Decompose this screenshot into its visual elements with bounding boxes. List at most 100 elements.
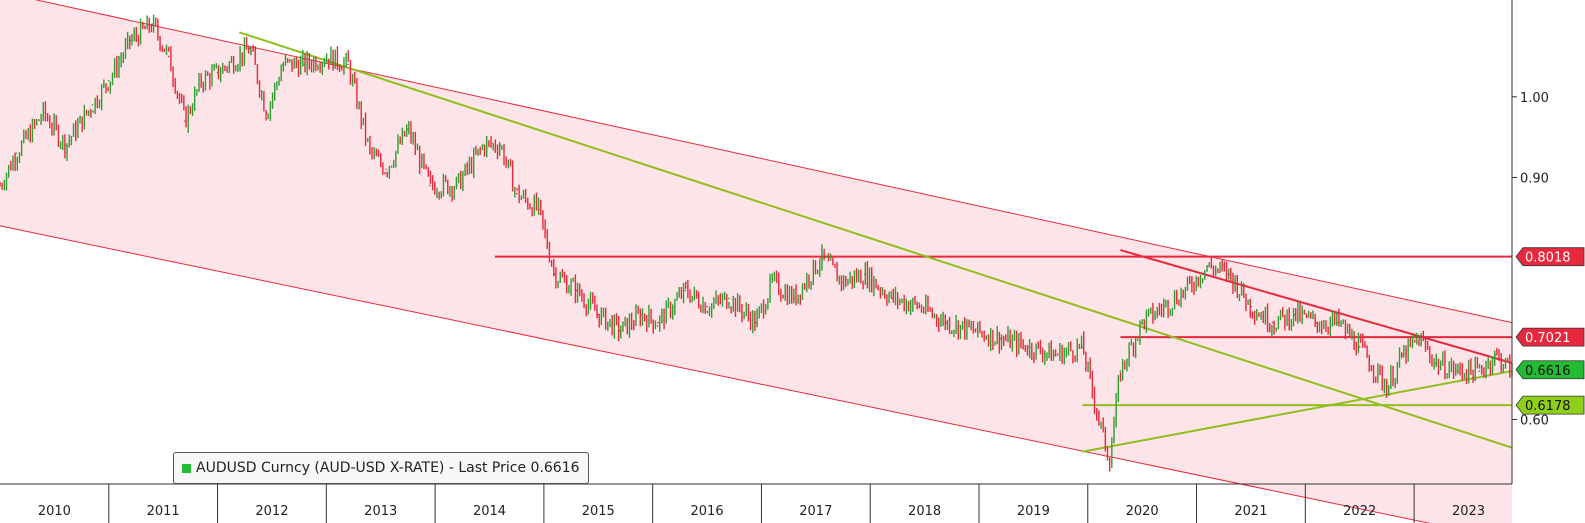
price-point (1271, 321, 1274, 324)
x-tick-label: 2019 (1017, 504, 1050, 519)
y-tick-label: 0.60 (1520, 413, 1549, 428)
price-point (483, 144, 485, 146)
price-point (499, 144, 502, 146)
trendline-layer (0, 0, 1513, 523)
price-point (755, 321, 757, 324)
x-tick-label: 2010 (38, 504, 71, 519)
price-point (91, 104, 94, 106)
price-point (1163, 305, 1165, 308)
price-point (42, 112, 45, 114)
price-point (1478, 370, 1481, 372)
channel-fill-layer (0, 0, 1512, 523)
x-tick-label: 2022 (1343, 504, 1376, 519)
price-point (1315, 321, 1318, 324)
price-point (200, 79, 203, 82)
price-point (456, 184, 458, 187)
price-point (820, 257, 823, 259)
x-tick-label: 2012 (255, 504, 288, 519)
red-diagonal-line (1120, 249, 1513, 364)
price-point (1054, 354, 1056, 356)
price-point (385, 168, 387, 171)
price-point (597, 313, 600, 316)
price-point (1435, 362, 1437, 364)
price-point (1184, 289, 1187, 292)
axis-layer: 1.00 0.90 0.60 2010 2011 2012 2013 2014 2015 2016… (0, 0, 1549, 523)
price-point (1418, 338, 1421, 340)
price-point (428, 184, 431, 187)
price-point (1141, 321, 1143, 324)
channel-lower-line (0, 225, 1431, 523)
price-point (64, 144, 67, 146)
x-tick-label: 2023 (1452, 504, 1485, 519)
price-point (347, 63, 349, 66)
price-point (1402, 354, 1405, 356)
x-tick-label: 2021 (1234, 504, 1267, 519)
price-point (706, 305, 708, 308)
channel-area (0, 0, 1512, 523)
price-tag-label: 0.6616 (1525, 364, 1571, 379)
price-point (265, 112, 268, 114)
price-point (1337, 321, 1339, 324)
price-point (1456, 370, 1459, 372)
x-tick-label: 2015 (582, 504, 615, 519)
channel-upper-line (34, 0, 1513, 324)
price-point (1119, 370, 1122, 372)
price-tag-box (1515, 327, 1585, 347)
price-point (1386, 386, 1388, 389)
price-point (1494, 354, 1497, 356)
price-point (249, 47, 251, 50)
price-point (515, 192, 518, 195)
price-point (282, 63, 284, 66)
price-point (129, 39, 132, 42)
price-point (15, 152, 18, 155)
price-tag-box (1515, 395, 1585, 415)
price-point (369, 152, 371, 155)
price-point (1108, 459, 1111, 461)
price-point (575, 289, 578, 292)
price-point (684, 289, 687, 292)
green-diagonal-up-line (1082, 370, 1513, 453)
price-tag-label: 0.6178 (1525, 399, 1571, 414)
x-tick-label: 2011 (147, 504, 180, 519)
price-point (972, 329, 975, 332)
price-point (1027, 346, 1029, 348)
legend-swatch (182, 463, 191, 473)
price-point (918, 305, 920, 308)
x-tick-label: 2020 (1126, 504, 1159, 519)
price-point (891, 297, 893, 300)
price-point (842, 281, 844, 284)
price-point (1206, 265, 1209, 268)
price-point (407, 128, 409, 130)
price-tag-box (1515, 360, 1585, 380)
price-point (1250, 305, 1252, 308)
price-point (303, 63, 306, 66)
price-tag-label: 0.7021 (1525, 331, 1571, 346)
price-point (863, 273, 866, 276)
legend-label: AUDUSD Curncy (AUD-USD X-RATE) - Last Pr… (196, 460, 580, 476)
price-point (537, 208, 540, 211)
price-point (325, 55, 328, 58)
price-tag-box (1515, 247, 1585, 267)
price-tag-layer: 0.8018 0.7021 0.6616 0.6178 (1515, 247, 1585, 415)
price-point (553, 273, 556, 276)
price-point (151, 23, 154, 26)
price-point (1358, 346, 1361, 348)
price-point (728, 297, 730, 300)
price-point (1293, 313, 1296, 316)
price-point (1081, 346, 1084, 348)
price-point (771, 281, 774, 284)
x-tick-label: 2013 (364, 504, 397, 519)
price-point (793, 297, 795, 300)
y-tick-label: 1.00 (1520, 91, 1549, 106)
price-point (657, 321, 659, 324)
price-point (184, 120, 186, 122)
x-tick-label: 2018 (908, 504, 941, 519)
price-point (945, 321, 948, 324)
price-tag-label: 0.8018 (1525, 251, 1571, 266)
price-point (619, 329, 621, 332)
x-tick-label: 2014 (473, 504, 506, 519)
x-tick-label: 2016 (691, 504, 724, 519)
price-point (1228, 273, 1230, 276)
price-series-layer (0, 14, 1513, 472)
